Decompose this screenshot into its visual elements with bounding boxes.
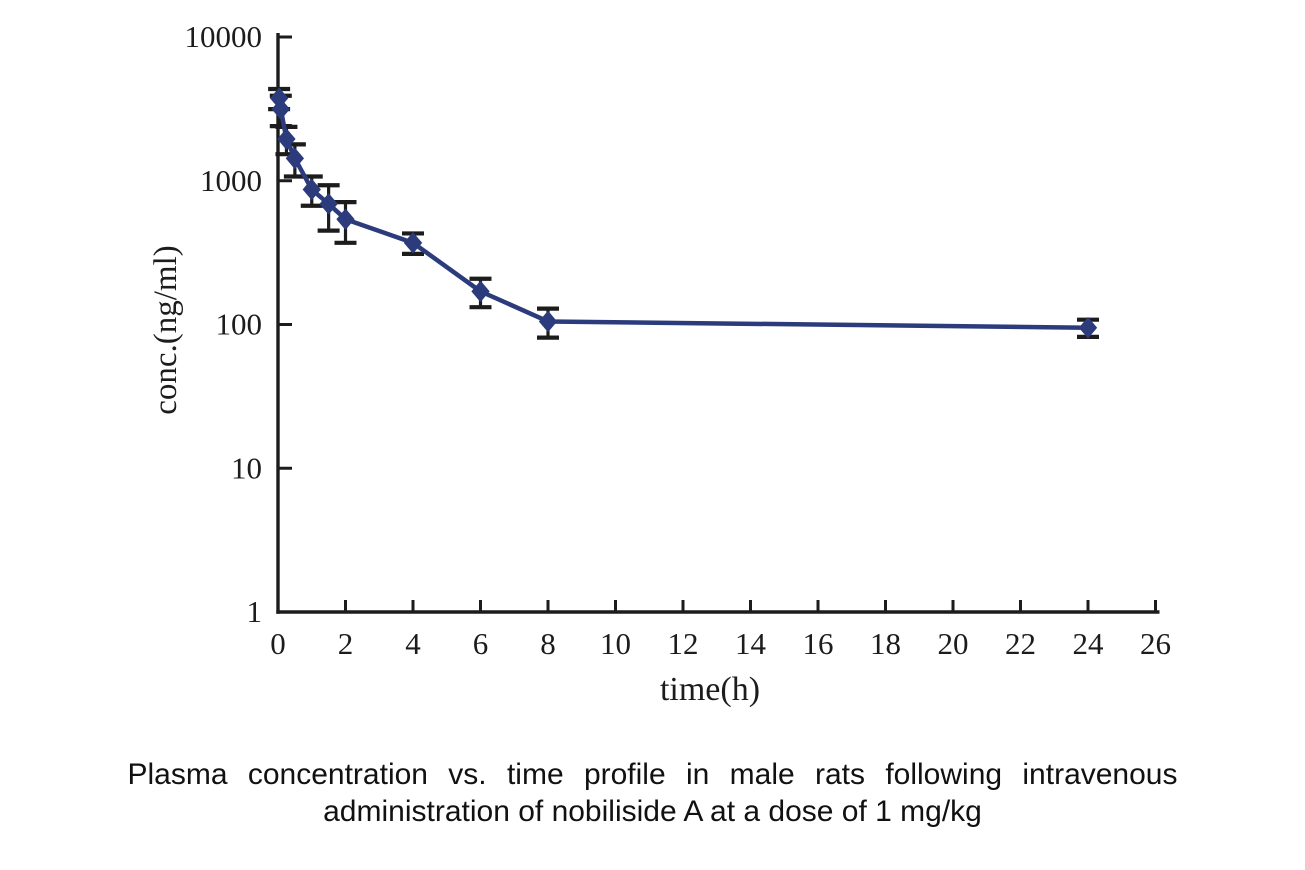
x-tick-label: 8 xyxy=(540,626,556,661)
data-point-marker xyxy=(277,128,296,150)
x-tick-label: 24 xyxy=(1073,626,1105,661)
data-point-marker xyxy=(403,232,423,254)
x-tick-label: 12 xyxy=(668,626,699,661)
data-point-marker xyxy=(336,208,355,230)
data-point-marker xyxy=(319,193,338,215)
caption-line-2: administration of nobiliside A at a dose… xyxy=(323,795,982,828)
y-tick-label: 1 xyxy=(247,594,263,629)
data-point-marker xyxy=(285,147,305,170)
x-tick-label: 16 xyxy=(803,626,834,661)
y-axis-title: conc.(ng/ml) xyxy=(148,245,184,415)
series-line xyxy=(276,95,1091,330)
x-tick-label: 10 xyxy=(600,626,631,661)
data-point-marker xyxy=(271,98,290,120)
y-tick-label: 100 xyxy=(216,307,263,342)
y-tick-label: 10 xyxy=(231,450,262,485)
x-tick-label: 20 xyxy=(938,626,969,661)
x-tick-label: 22 xyxy=(1005,626,1036,661)
data-point-marker xyxy=(1078,316,1098,339)
x-tick-label: 0 xyxy=(270,626,286,661)
x-tick-label: 26 xyxy=(1140,626,1171,661)
data-point-marker xyxy=(302,178,321,201)
data-point-marker xyxy=(471,280,490,303)
figure-caption: Plasma concentration vs. time profile in… xyxy=(128,756,1178,830)
caption-line-1: Plasma concentration vs. time profile in… xyxy=(127,758,1178,791)
x-tick-label: 2 xyxy=(338,626,354,661)
x-tick-label: 14 xyxy=(735,626,767,661)
x-tick-label: 4 xyxy=(405,626,421,661)
x-tick-label: 6 xyxy=(473,626,489,661)
x-axis-title: time(h) xyxy=(660,671,760,708)
data-point-marker xyxy=(538,310,558,333)
y-tick-label: 10000 xyxy=(185,19,263,54)
y-tick-label: 1000 xyxy=(200,163,262,198)
x-tick-label: 18 xyxy=(870,626,901,661)
